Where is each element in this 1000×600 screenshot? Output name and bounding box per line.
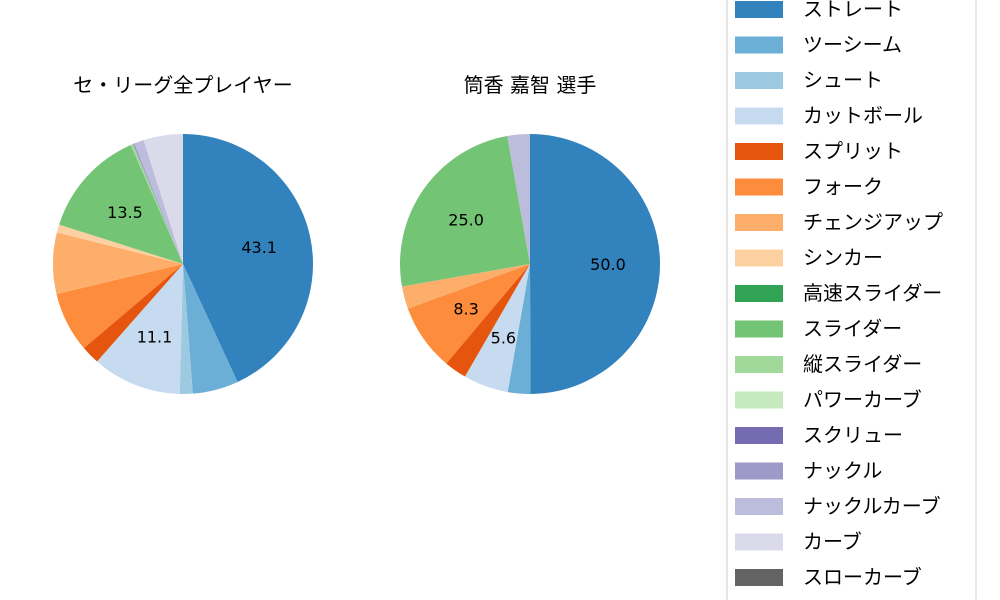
pie-slice: [401, 264, 530, 309]
pie-slice: [132, 143, 183, 264]
pie-slice: [56, 224, 183, 264]
pie-slice: [446, 264, 530, 377]
pie-slice: [183, 134, 313, 382]
legend-item: シンカー: [735, 246, 883, 270]
pie-title: セ・リーグ全プレイヤー: [73, 73, 292, 97]
legend: ストレートツーシームシュートカットボールスプリットフォークチェンジアップシンカー…: [726, 0, 977, 600]
legend-swatch: [735, 249, 783, 267]
legend-item: カーブ: [735, 530, 862, 554]
legend-item: スクリュー: [735, 423, 903, 447]
legend-label: ツーシーム: [803, 33, 902, 57]
legend-item: スプリット: [735, 139, 903, 163]
slice-label: 43.1: [241, 238, 277, 257]
legend-swatch: [735, 178, 783, 196]
legend-label: スプリット: [803, 139, 903, 163]
legend-item: パワーカーブ: [735, 388, 922, 412]
legend-item: ストレート: [735, 0, 903, 21]
legend-swatch: [735, 285, 783, 302]
legend-item: 高速スライダー: [735, 281, 942, 305]
legend-label: シンカー: [803, 246, 883, 270]
pie-slice: [143, 134, 183, 264]
pie-slice: [56, 264, 183, 349]
pie-slice: [179, 264, 193, 395]
legend-swatch: [735, 427, 783, 444]
legend-swatch: [735, 143, 783, 160]
pie-0: セ・リーグ全プレイヤー 43.1 11.1 13.5: [52, 73, 313, 395]
pie-1: 筒香 嘉智 選手 50.0 5.6 8.3 25.0: [400, 73, 660, 394]
pie-slice: [183, 264, 238, 394]
legend-item: カットボール: [735, 104, 923, 128]
pie-slice: [52, 232, 184, 294]
legend-label: チェンジアップ: [803, 210, 943, 234]
legend-swatch: [735, 533, 783, 551]
pie-slice: [134, 140, 183, 264]
legend-swatch: [735, 356, 783, 373]
legend-item: スローカーブ: [735, 565, 922, 589]
pie-slice: [400, 136, 530, 287]
legend-item: シュート: [735, 68, 883, 92]
legend-item: 縦スライダー: [735, 352, 922, 376]
legend-label: 高速スライダー: [803, 281, 942, 305]
legend-swatch: [735, 569, 783, 586]
legend-item: フォーク: [735, 175, 883, 199]
legend-label: スクリュー: [803, 423, 903, 447]
legend-swatch: [735, 214, 783, 231]
legend-item: ナックル: [735, 459, 882, 483]
legend-label: シュート: [803, 68, 883, 92]
slice-label: 50.0: [590, 255, 626, 274]
pie-slice: [407, 264, 530, 364]
legend-swatch: [735, 36, 783, 54]
legend-swatch: [735, 391, 783, 409]
legend-label: フォーク: [803, 175, 883, 199]
pie-slice: [530, 134, 660, 394]
legend-label: 縦スライダー: [803, 352, 922, 376]
legend-swatch: [735, 107, 783, 125]
pie-slice: [464, 264, 530, 393]
legend-label: ナックル: [803, 459, 882, 483]
legend-label: ストレート: [803, 0, 903, 21]
legend-label: カットボール: [803, 104, 923, 128]
legend-swatch: [735, 320, 783, 338]
pie-slice: [59, 145, 183, 264]
slice-label: 13.5: [107, 203, 143, 222]
pie-slice: [507, 264, 531, 394]
legend-label: パワーカーブ: [803, 388, 922, 412]
legend-swatch: [735, 72, 783, 89]
legend-swatch: [735, 462, 783, 480]
slice-label: 11.1: [137, 328, 173, 347]
pie-slice: [97, 264, 183, 394]
legend-item: ナックルカーブ: [735, 494, 941, 518]
legend-item: スライダー: [735, 317, 902, 341]
legend-label: スライダー: [803, 317, 902, 341]
slice-label: 25.0: [448, 210, 484, 229]
legend-label: カーブ: [803, 530, 862, 554]
pie-title: 筒香 嘉智 選手: [464, 73, 597, 97]
pie-slice: [507, 134, 530, 264]
legend-label: スローカーブ: [803, 565, 922, 589]
pie-slice: [83, 264, 183, 362]
legend-swatch: [735, 1, 783, 18]
pie-slice: [130, 144, 183, 264]
legend-item: ツーシーム: [735, 33, 902, 57]
legend-swatch: [735, 498, 783, 515]
slice-label: 8.3: [453, 300, 478, 319]
legend-item: チェンジアップ: [735, 210, 943, 234]
slice-label: 5.6: [491, 328, 516, 347]
legend-label: ナックルカーブ: [803, 494, 941, 518]
